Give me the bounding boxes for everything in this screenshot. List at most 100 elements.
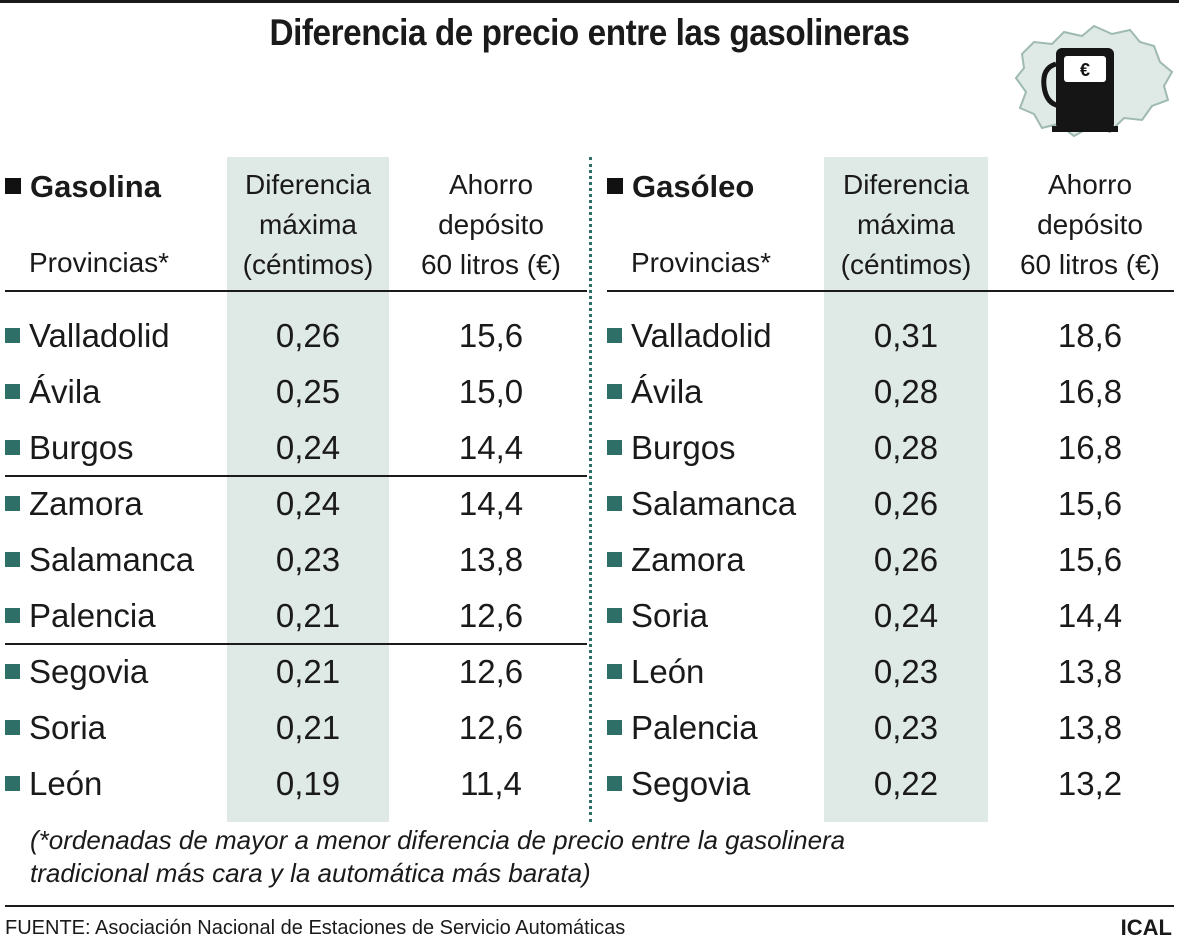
province-name: Burgos — [5, 429, 134, 467]
table-row: Salamanca 0,23 13,8 — [5, 531, 585, 587]
table-row: Salamanca 0,26 15,6 — [607, 475, 1179, 531]
diferencia-value: 0,21 — [275, 597, 341, 634]
group-rule — [5, 475, 587, 477]
square-bullet-icon — [5, 552, 20, 567]
province-name: Segovia — [5, 653, 148, 691]
credit-text: ICAL — [1120, 915, 1172, 940]
square-bullet-icon — [607, 776, 622, 791]
diff-column-shade — [227, 157, 389, 822]
pump-hose — [1041, 61, 1061, 109]
table-row: Ávila 0,25 15,0 — [5, 363, 585, 419]
ahorro-value: 12,6 — [458, 597, 524, 634]
province-name: Palencia — [5, 597, 156, 635]
col-header-diferencia: Diferencia máxima (céntimos) — [840, 169, 972, 280]
ahorro-value: 16,8 — [1057, 429, 1123, 466]
province-name: Burgos — [607, 429, 736, 467]
province-name: Ávila — [607, 373, 703, 411]
ahorro-value: 11,4 — [460, 765, 522, 802]
euro-symbol: € — [1080, 60, 1090, 80]
province-name: Palencia — [607, 709, 758, 747]
table-row: Palencia 0,21 12,6 — [5, 587, 585, 643]
gasolina-table: Gasolina Provincias* Diferencia máxima (cé… — [5, 157, 587, 822]
table-row: Soria 0,21 12,6 — [5, 699, 585, 755]
table-title-gasolina: Gasolina — [5, 169, 161, 205]
province-name: León — [607, 653, 704, 691]
square-bullet-icon — [607, 664, 622, 679]
ahorro-value: 18,6 — [1057, 317, 1123, 354]
province-name: Ávila — [5, 373, 101, 411]
diferencia-value: 0,21 — [275, 709, 341, 746]
diferencia-value: 0,28 — [873, 373, 939, 410]
ahorro-value: 12,6 — [458, 653, 524, 690]
header-rule — [5, 290, 587, 292]
table-row: León 0,19 11,4 — [5, 755, 585, 811]
province-name: Zamora — [607, 541, 745, 579]
province-name: Soria — [607, 597, 708, 635]
footnote: (*ordenadas de mayor a menor diferencia … — [30, 825, 846, 888]
table-row: Zamora 0,26 15,6 — [607, 531, 1179, 587]
square-bullet-icon — [607, 496, 622, 511]
table-row: Zamora 0,24 14,4 — [5, 475, 585, 531]
pump-screen — [1064, 56, 1106, 82]
diferencia-value: 0,22 — [873, 765, 939, 802]
diferencia-value: 0,26 — [275, 317, 341, 354]
bottom-rule — [5, 905, 1174, 907]
row-header-provincias: Provincias* — [29, 247, 170, 278]
square-bullet-icon — [5, 608, 20, 623]
diferencia-value: 0,21 — [275, 653, 341, 690]
group-rule — [5, 643, 587, 645]
table-row: Burgos 0,24 14,4 — [5, 419, 585, 475]
ahorro-value: 13,8 — [1057, 653, 1123, 690]
diferencia-value: 0,24 — [275, 485, 341, 522]
table-row: Segovia 0,21 12,6 — [5, 643, 585, 699]
top-rule — [0, 0, 1179, 3]
province-name: Salamanca — [607, 485, 796, 523]
province-name: Segovia — [607, 765, 750, 803]
diferencia-value: 0,25 — [275, 373, 341, 410]
table-row: Palencia 0,23 13,8 — [607, 699, 1179, 755]
province-name: Valladolid — [5, 317, 170, 355]
diferencia-value: 0,24 — [275, 429, 341, 466]
fuel-pump-map-icon: € — [1014, 24, 1174, 138]
diferencia-value: 0,24 — [873, 597, 939, 634]
diferencia-value: 0,26 — [873, 485, 939, 522]
square-bullet-icon — [5, 328, 20, 343]
square-bullet-icon — [607, 608, 622, 623]
diferencia-value: 0,19 — [275, 765, 341, 802]
ahorro-value: 15,6 — [1057, 485, 1123, 522]
gasoleo-table: Gasóleo Provincias* Diferencia máxima (cén… — [607, 157, 1179, 822]
square-bullet-icon — [607, 720, 622, 735]
pump-base — [1052, 126, 1118, 132]
ahorro-value: 13,2 — [1057, 765, 1123, 802]
ahorro-value: 13,8 — [1057, 709, 1123, 746]
province-name: Salamanca — [5, 541, 194, 579]
table-title-gasoleo: Gasóleo — [607, 169, 754, 205]
col-header-ahorro: Ahorro depósito 60 litros (€) — [1019, 169, 1161, 280]
ahorro-value: 15,6 — [458, 317, 524, 354]
square-bullet-icon — [5, 384, 20, 399]
diferencia-value: 0,31 — [873, 317, 939, 354]
square-bullet-icon — [5, 178, 21, 194]
square-bullet-icon — [5, 720, 20, 735]
square-bullet-icon — [5, 496, 20, 511]
ahorro-value: 13,8 — [458, 541, 524, 578]
table-row: León 0,23 13,8 — [607, 643, 1179, 699]
ahorro-value: 14,4 — [458, 485, 524, 522]
ahorro-value: 15,6 — [1057, 541, 1123, 578]
source-text: FUENTE: Asociación Nacional de Estacione… — [5, 917, 626, 939]
diferencia-value: 0,23 — [873, 709, 939, 746]
table-row: Soria 0,24 14,4 — [607, 587, 1179, 643]
square-bullet-icon — [607, 328, 622, 343]
province-name: Soria — [5, 709, 106, 747]
table-row: Valladolid 0,26 15,6 — [5, 307, 585, 363]
province-name: Zamora — [5, 485, 143, 523]
col-header-diferencia: Diferencia máxima (céntimos) — [242, 169, 374, 280]
ahorro-value: 14,4 — [1057, 597, 1123, 634]
square-bullet-icon — [5, 664, 20, 679]
page-title: Diferencia de precio entre las gasoliner… — [269, 12, 910, 53]
col-header-ahorro: Ahorro depósito 60 litros (€) — [420, 169, 562, 280]
table-row: Valladolid 0,31 18,6 — [607, 307, 1179, 363]
panel-divider — [589, 157, 592, 822]
table-row: Ávila 0,28 16,8 — [607, 363, 1179, 419]
diferencia-value: 0,23 — [275, 541, 341, 578]
